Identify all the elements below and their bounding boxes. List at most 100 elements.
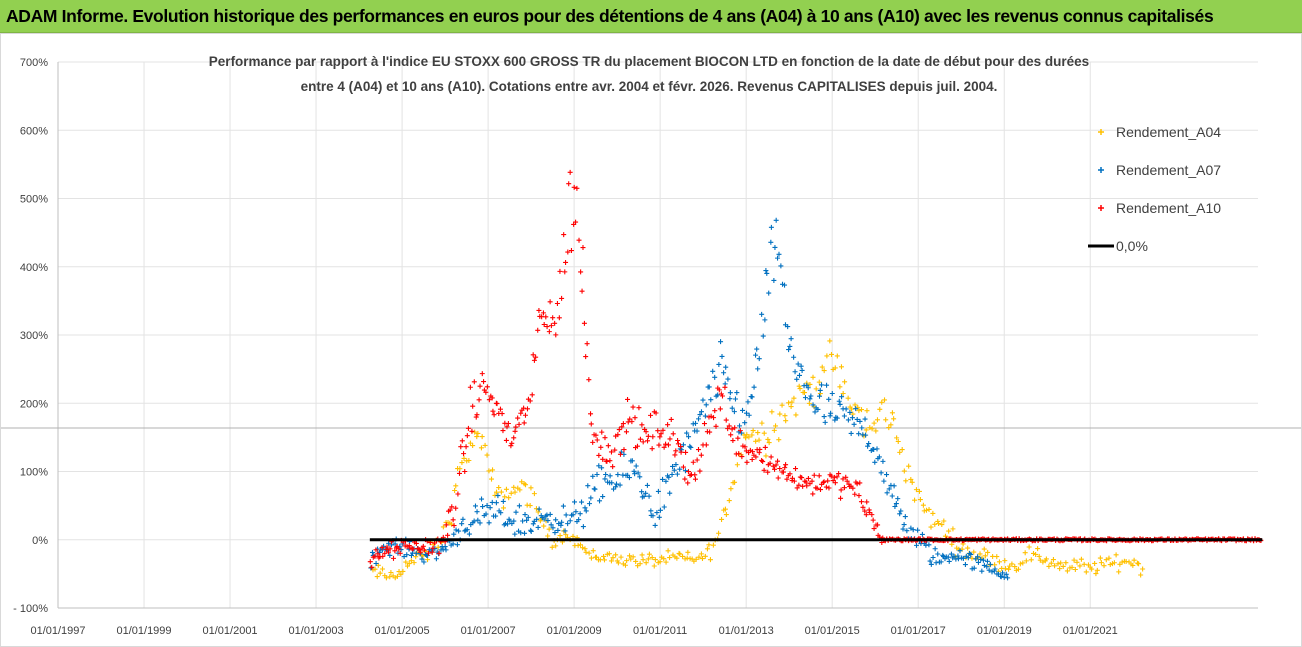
point-Rendement_A10 <box>443 522 449 528</box>
point-Rendement_A07 <box>716 361 722 367</box>
point-Rendement_A04 <box>400 568 406 574</box>
point-Rendement_A04 <box>941 518 947 524</box>
point-Rendement_A10 <box>513 424 519 430</box>
point-Rendement_A10 <box>850 485 856 491</box>
point-Rendement_A04 <box>1026 544 1032 550</box>
point-Rendement_A07 <box>401 554 407 560</box>
point-Rendement_A07 <box>572 499 578 505</box>
point-Rendement_A10 <box>479 371 485 377</box>
point-Rendement_A04 <box>511 484 517 490</box>
point-Rendement_A04 <box>501 505 507 511</box>
point-Rendement_A04 <box>734 462 740 468</box>
point-Rendement_A07 <box>932 546 938 552</box>
point-Rendement_A10 <box>678 444 684 450</box>
point-Rendement_A07 <box>859 425 865 431</box>
x-tick-label: 01/01/2019 <box>977 625 1032 637</box>
point-Rendement_A10 <box>608 449 614 455</box>
point-Rendement_A07 <box>369 549 375 555</box>
point-Rendement_A07 <box>878 470 884 476</box>
point-Rendement_A07 <box>810 402 816 408</box>
point-Rendement_A07 <box>536 506 542 512</box>
point-Rendement_A07 <box>512 531 518 537</box>
point-Rendement_A04 <box>888 422 894 428</box>
point-Rendement_A04 <box>461 455 467 461</box>
point-Rendement_A10 <box>729 426 735 432</box>
point-Rendement_A04 <box>453 483 459 489</box>
point-Rendement_A04 <box>950 526 956 532</box>
point-Rendement_A10 <box>464 433 470 439</box>
point-Rendement_A07 <box>979 568 985 574</box>
point-Rendement_A04 <box>903 478 909 484</box>
point-Rendement_A10 <box>663 441 669 447</box>
point-Rendement_A04 <box>702 553 708 559</box>
point-Rendement_A04 <box>771 427 777 433</box>
point-Rendement_A10 <box>504 424 510 430</box>
point-Rendement_A04 <box>946 528 952 534</box>
page-banner: ADAM Informe. Evolution historique des p… <box>0 0 1302 33</box>
point-Rendement_A10 <box>550 315 556 321</box>
point-Rendement_A07 <box>602 476 608 482</box>
point-Rendement_A04 <box>1092 560 1098 566</box>
point-Rendement_A10 <box>467 384 473 390</box>
legend-label: Rendement_A10 <box>1116 200 1221 216</box>
point-Rendement_A04 <box>719 516 725 522</box>
point-Rendement_A07 <box>808 393 814 399</box>
point-Rendement_A07 <box>654 510 660 516</box>
point-Rendement_A07 <box>590 473 596 479</box>
point-Rendement_A04 <box>1002 558 1008 564</box>
point-Rendement_A04 <box>1012 564 1018 570</box>
point-Rendement_A10 <box>598 444 604 450</box>
x-tick-label: 01/01/2017 <box>891 625 946 637</box>
point-Rendement_A10 <box>505 421 511 427</box>
legend-item-Rendement_A10: Rendement_A10 <box>1098 200 1221 216</box>
point-Rendement_A04 <box>374 574 380 580</box>
x-tick-label: 01/01/2013 <box>719 625 774 637</box>
point-Rendement_A04 <box>665 548 671 554</box>
point-Rendement_A04 <box>901 468 907 474</box>
point-Rendement_A10 <box>508 443 514 449</box>
point-Rendement_A10 <box>770 463 776 469</box>
point-Rendement_A07 <box>530 521 536 527</box>
point-Rendement_A10 <box>670 431 676 437</box>
point-Rendement_A04 <box>1077 563 1083 569</box>
point-Rendement_A07 <box>742 420 748 426</box>
point-Rendement_A07 <box>495 493 501 499</box>
point-Rendement_A07 <box>787 343 793 349</box>
point-Rendement_A07 <box>847 409 853 415</box>
point-Rendement_A04 <box>930 510 936 516</box>
point-Rendement_A10 <box>742 444 748 450</box>
point-Rendement_A10 <box>852 491 858 497</box>
point-Rendement_A10 <box>760 459 766 465</box>
point-Rendement_A07 <box>425 552 431 558</box>
point-Rendement_A10 <box>384 544 390 550</box>
point-Rendement_A10 <box>576 237 582 243</box>
point-Rendement_A07 <box>520 518 526 524</box>
point-Rendement_A07 <box>824 382 830 388</box>
point-Rendement_A04 <box>877 406 883 412</box>
point-Rendement_A10 <box>657 434 663 440</box>
point-Rendement_A04 <box>765 436 771 442</box>
point-Rendement_A04 <box>411 560 417 566</box>
point-Rendement_A10 <box>685 480 691 486</box>
point-Rendement_A07 <box>583 508 589 514</box>
point-Rendement_A04 <box>985 549 991 555</box>
point-Rendement_A04 <box>549 544 555 550</box>
point-Rendement_A10 <box>483 389 489 395</box>
point-Rendement_A07 <box>652 522 658 528</box>
point-Rendement_A04 <box>440 524 446 530</box>
point-Rendement_A04 <box>864 408 870 414</box>
point-Rendement_A04 <box>706 542 712 548</box>
point-Rendement_A10 <box>421 547 427 553</box>
point-Rendement_A07 <box>874 446 880 452</box>
point-Rendement_A10 <box>476 397 482 403</box>
point-Rendement_A10 <box>429 549 435 555</box>
point-Rendement_A07 <box>513 509 519 515</box>
point-Rendement_A04 <box>506 495 512 501</box>
point-Rendement_A04 <box>470 443 476 449</box>
point-Rendement_A04 <box>874 417 880 423</box>
point-Rendement_A04 <box>992 562 998 568</box>
point-Rendement_A04 <box>452 487 458 493</box>
point-Rendement_A10 <box>811 472 817 478</box>
point-Rendement_A10 <box>640 439 646 445</box>
point-Rendement_A10 <box>489 395 495 401</box>
